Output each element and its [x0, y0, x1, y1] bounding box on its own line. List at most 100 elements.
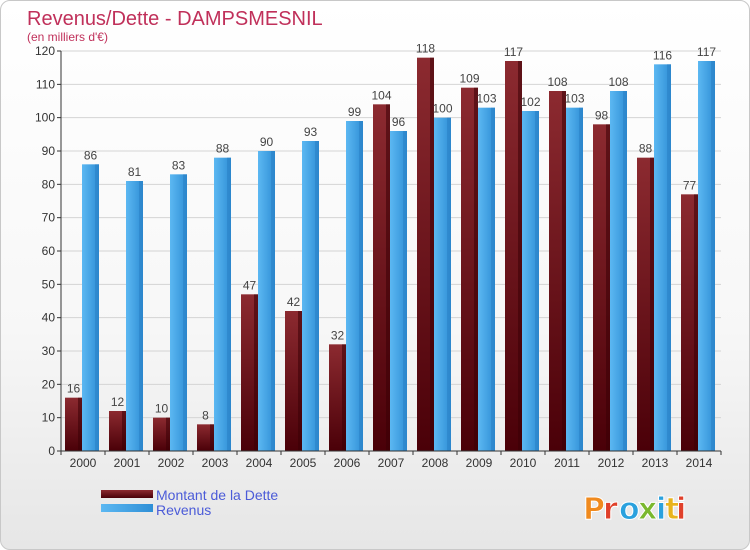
bar-debt [681, 194, 698, 452]
value-label-revenus: 102 [520, 95, 540, 109]
value-label-revenus: 116 [653, 48, 672, 62]
bar-debt-shade [166, 417, 170, 451]
value-label-revenus: 117 [697, 45, 716, 59]
x-tick-label: 2003 [202, 456, 229, 470]
y-tick-label: 100 [35, 111, 55, 125]
bar-debt [417, 57, 434, 452]
bar-revenus-shade [403, 131, 407, 451]
bar-debt-shade [474, 87, 478, 452]
bar-debt-shade [386, 104, 390, 451]
value-label-debt: 109 [459, 72, 479, 86]
bar-debt [593, 124, 610, 451]
x-tick-label: 2007 [378, 456, 405, 470]
logo-letter: P [583, 492, 605, 527]
bars: 1686128110838884790429332991049611810010… [65, 42, 716, 452]
x-tick-label: 2013 [642, 456, 669, 470]
value-label-revenus: 83 [172, 158, 186, 172]
bar-debt [505, 61, 522, 451]
value-label-debt: 47 [243, 278, 257, 292]
y-tick-label: 60 [42, 244, 56, 258]
bar-revenus-shade [447, 117, 451, 452]
bar-debt [461, 87, 478, 452]
bar-revenus-shade [139, 181, 143, 451]
bar-revenus-shade [491, 107, 495, 452]
bar-debt-shade [210, 424, 214, 451]
bar-revenus-shade [667, 64, 671, 452]
bar-debt-shade [606, 124, 610, 451]
value-label-revenus: 108 [608, 75, 628, 89]
bar-revenus [566, 107, 583, 452]
chart-subtitle: (en milliers d'€) [27, 30, 108, 44]
bar-revenus [302, 141, 319, 451]
value-label-revenus: 86 [84, 148, 98, 162]
legend: Montant de la Dette Revenus [101, 487, 278, 518]
value-label-revenus: 96 [392, 115, 406, 129]
logo-letter: x [638, 492, 657, 527]
bar-debt [549, 91, 566, 451]
x-tick-label: 2010 [510, 456, 537, 470]
bar-debt [285, 311, 302, 451]
value-label-revenus: 93 [304, 125, 318, 139]
bar-revenus [610, 91, 627, 451]
value-label-debt: 10 [155, 402, 169, 416]
legend-swatch-revenus [101, 504, 153, 512]
legend-label-revenus: Revenus [156, 502, 211, 518]
value-label-revenus: 99 [348, 105, 362, 119]
y-tick-label: 0 [48, 444, 55, 458]
value-label-debt: 117 [504, 45, 523, 59]
bar-revenus-shade [579, 107, 583, 452]
logo-letter: t [665, 492, 679, 527]
bar-debt-shade [122, 411, 126, 451]
bar-revenus-shade [623, 91, 627, 451]
x-tick-label: 2011 [554, 456, 580, 470]
bar-debt-shade [518, 61, 522, 451]
bar-debt-shade [562, 91, 566, 451]
bar-revenus [214, 157, 231, 451]
x-tick-label: 2005 [290, 456, 317, 470]
value-label-debt: 88 [639, 142, 653, 156]
value-label-revenus: 90 [260, 135, 274, 149]
bar-revenus-shade [227, 157, 231, 451]
x-tick-label: 2001 [114, 456, 141, 470]
bar-debt [153, 417, 170, 451]
bar-revenus-shade [95, 164, 99, 452]
y-tick-label: 90 [42, 144, 56, 158]
y-tick-label: 80 [42, 177, 56, 191]
bar-debt-shade [650, 157, 654, 451]
legend-swatch-debt [101, 490, 153, 498]
value-label-revenus: 88 [216, 142, 230, 156]
value-label-revenus: 103 [476, 92, 496, 106]
value-label-debt: 42 [287, 295, 301, 309]
value-label-revenus: 100 [432, 102, 452, 116]
bar-debt-shade [342, 344, 346, 451]
bar-revenus [258, 151, 275, 451]
logo-letter: o [619, 492, 640, 527]
bar-revenus [698, 61, 715, 451]
y-tick-label: 120 [35, 44, 55, 58]
x-axis-ticks: 2000 2001 2002 2003 2004 2005 2006 2007 2008 2009… [60, 451, 722, 470]
value-label-debt: 32 [331, 328, 345, 342]
x-tick-label: 2004 [246, 456, 273, 470]
y-tick-label: 70 [42, 211, 56, 225]
bar-revenus [654, 64, 671, 452]
value-label-debt: 12 [111, 395, 125, 409]
x-tick-label: 2000 [70, 456, 97, 470]
bar-debt [241, 294, 258, 451]
value-label-debt: 16 [67, 382, 81, 396]
y-tick-label: 30 [42, 344, 56, 358]
value-label-debt: 118 [416, 42, 435, 56]
x-tick-label: 2008 [422, 456, 449, 470]
bar-revenus-shade [535, 111, 539, 451]
value-label-debt: 104 [371, 88, 391, 102]
value-label-debt: 108 [547, 75, 567, 89]
bar-revenus [170, 174, 187, 452]
bar-revenus [390, 131, 407, 451]
bar-revenus [434, 117, 451, 452]
bar-revenus-shade [315, 141, 319, 451]
bar-debt [197, 424, 214, 451]
chart-title: Revenus/Dette - DAMPSMESNIL [27, 8, 323, 30]
bar-revenus-shade [359, 121, 363, 451]
